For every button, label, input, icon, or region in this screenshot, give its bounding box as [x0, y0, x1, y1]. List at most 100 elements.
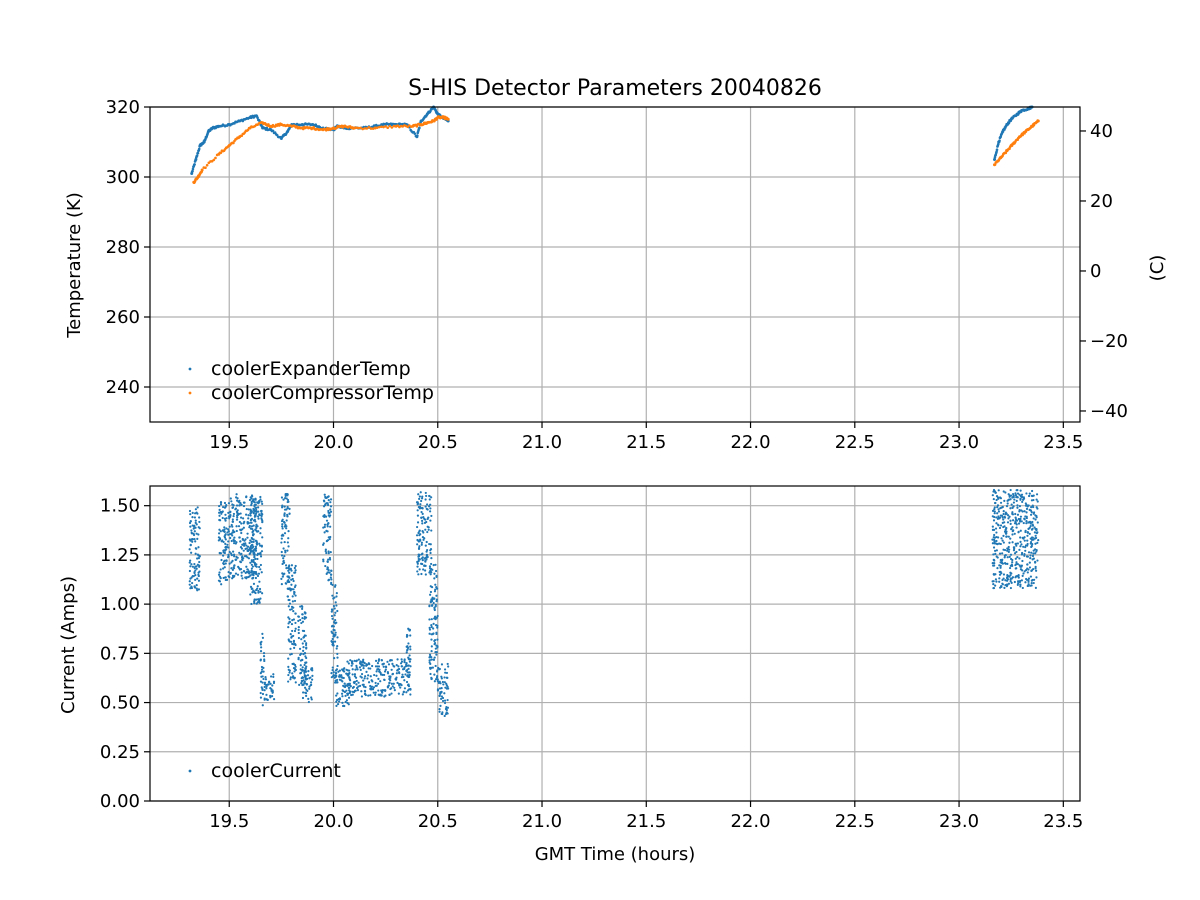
current-point — [993, 549, 997, 552]
current-point — [422, 531, 425, 534]
current-point — [217, 539, 220, 542]
current-point — [416, 514, 420, 517]
current-point — [1010, 577, 1013, 580]
current-point — [358, 666, 361, 669]
current-point — [219, 503, 223, 506]
current-point — [285, 525, 288, 528]
current-point — [331, 608, 334, 611]
current-point — [256, 515, 260, 518]
current-point — [281, 527, 284, 530]
bottom-x-tick-label: 20.0 — [313, 811, 353, 832]
current-point — [250, 602, 253, 606]
current-point — [335, 700, 338, 703]
current-point — [417, 553, 420, 556]
current-point — [280, 554, 284, 557]
current-point — [239, 528, 242, 531]
temperature-point — [194, 158, 198, 161]
current-point — [305, 646, 308, 649]
current-point — [1016, 506, 1019, 509]
current-point — [1001, 552, 1004, 555]
temperature-point — [265, 126, 269, 130]
current-point — [996, 523, 1000, 526]
current-point — [436, 626, 439, 629]
current-point — [231, 520, 235, 523]
current-point — [305, 694, 308, 698]
current-point — [447, 687, 450, 690]
current-point — [254, 591, 257, 595]
temperature-point — [390, 126, 394, 129]
current-point — [350, 661, 354, 665]
current-point — [291, 672, 294, 675]
current-point — [1009, 537, 1012, 540]
current-point — [271, 684, 274, 687]
current-point — [1003, 515, 1006, 518]
current-point — [1016, 513, 1020, 516]
current-point — [387, 663, 391, 666]
current-point — [283, 512, 286, 515]
current-point — [342, 676, 345, 680]
current-point — [430, 529, 433, 532]
current-point — [416, 521, 420, 524]
current-point — [336, 645, 339, 648]
current-point — [308, 687, 311, 690]
current-point — [440, 712, 443, 716]
current-point — [228, 517, 231, 520]
current-point — [258, 514, 261, 517]
current-point — [235, 504, 239, 507]
current-point — [338, 669, 342, 672]
current-point — [291, 574, 294, 577]
current-point — [282, 573, 285, 576]
bottom-x-axis-label: GMT Time (hours) — [535, 844, 696, 865]
current-point — [1021, 510, 1024, 513]
current-point — [256, 587, 259, 590]
top-x-ticks: 19.5 20.0 20.5 21.0 21.5 22.0 22.5 23.0 23.5 — [209, 422, 1083, 453]
current-point — [263, 659, 266, 663]
current-point — [440, 691, 443, 694]
current-point — [326, 503, 330, 507]
current-point — [998, 526, 1002, 530]
current-point — [429, 503, 432, 506]
current-point — [188, 580, 191, 583]
current-point — [326, 568, 329, 571]
current-point — [994, 578, 998, 581]
current-point — [417, 557, 420, 561]
current-point — [322, 542, 325, 545]
current-point — [191, 575, 194, 578]
temperature-point — [388, 124, 392, 128]
current-point — [197, 571, 200, 574]
top-x-tick-label: 21.0 — [522, 432, 562, 453]
current-point — [1019, 489, 1022, 492]
current-point — [188, 569, 191, 573]
current-point — [433, 639, 436, 643]
current-point — [1009, 488, 1012, 492]
current-point — [327, 552, 330, 555]
current-point — [293, 585, 297, 589]
current-point — [254, 571, 258, 574]
current-point — [240, 516, 243, 519]
bottom-x-tick-label: 23.5 — [1043, 811, 1083, 832]
current-point — [336, 692, 339, 695]
current-point — [1032, 552, 1035, 555]
current-point — [400, 665, 404, 668]
temperature-point — [191, 167, 195, 171]
current-point — [245, 496, 248, 499]
current-point — [388, 693, 391, 696]
temperature-point — [324, 128, 328, 132]
current-point — [331, 583, 334, 587]
current-point — [251, 570, 254, 573]
temperature-plot: 19.5 20.0 20.5 21.0 21.5 22.0 22.5 23.0 23.5 240… — [64, 97, 1168, 453]
current-point — [298, 683, 301, 686]
top-y-tick-label: 300 — [106, 167, 140, 188]
current-point — [345, 699, 349, 702]
current-point — [377, 693, 380, 696]
current-point — [383, 678, 386, 681]
current-point — [430, 571, 433, 574]
current-point — [221, 539, 224, 542]
current-point — [233, 555, 236, 558]
current-point — [1022, 497, 1026, 500]
current-point — [425, 494, 428, 498]
current-point — [1024, 530, 1027, 534]
current-point — [269, 675, 273, 678]
current-point — [409, 693, 412, 696]
current-point — [222, 554, 225, 557]
